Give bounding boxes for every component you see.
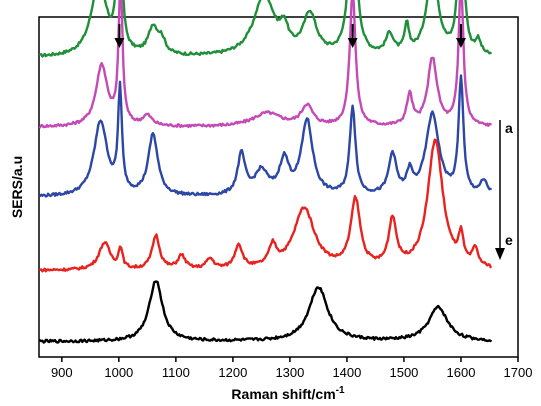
spectra-series [38,0,492,344]
y-axis-title: SERS/a.u [9,156,25,218]
peak-arrow-head [114,38,125,48]
x-tick-label: 1600 [447,365,476,380]
spectrum-line-4 [38,138,492,273]
peak-arrow-head [455,38,466,48]
peak-arrow [114,24,125,48]
x-tick-label: 1400 [332,365,361,380]
series-order-arrowhead [495,248,505,260]
peak-arrow [455,24,466,48]
x-tick-label: 1300 [275,365,304,380]
x-axis-title-superscript: -1 [336,385,345,396]
spectrum-line-5 [38,280,492,344]
plot-frame [38,16,519,358]
x-axis-ticks: 900 1000 1100 1200 1300 1400 1500 1600 1700 [51,357,533,380]
series-order-indicator: a e [495,120,513,260]
x-tick-label: 1100 [162,365,190,380]
x-tick-label: 1500 [389,365,418,380]
peak-arrow-head [347,38,358,48]
peak-arrow [347,24,358,48]
x-tick-label: 1000 [104,365,133,380]
spectrum-line-3 [38,74,492,198]
peak-marker-arrows [114,24,466,48]
series-order-label-top: a [505,120,513,136]
x-axis-title-main: Raman shift/cm [231,386,335,402]
series-order-label-bottom: e [505,232,513,248]
spectrum-line-1 [38,0,492,58]
x-axis-title: Raman shift/cm-1 [231,385,345,402]
x-tick-label: 900 [51,365,73,380]
x-tick-label: 1200 [218,365,247,380]
spectrum-line-2 [38,0,492,129]
x-tick-label: 1700 [504,365,533,380]
